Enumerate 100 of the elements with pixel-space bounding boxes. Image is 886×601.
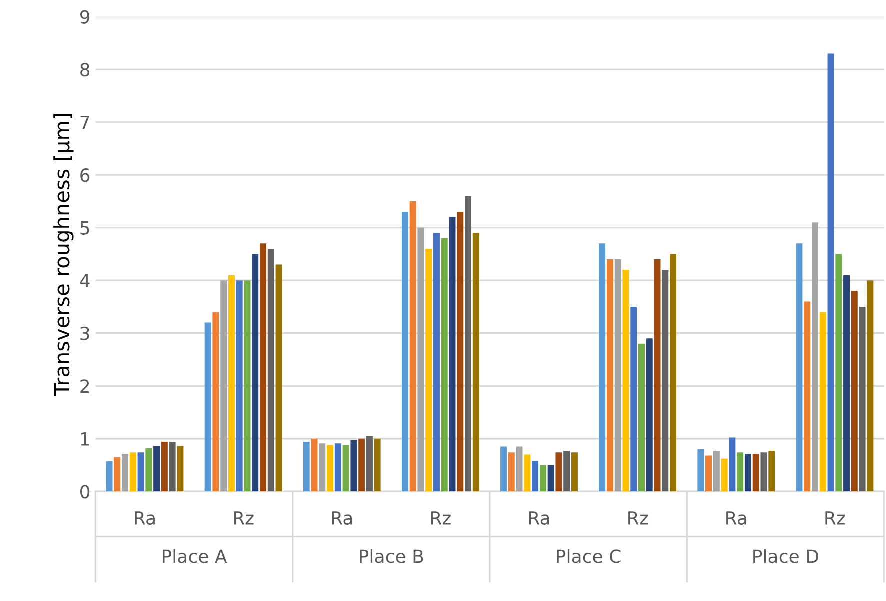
bar [721,458,728,492]
bar [358,438,366,492]
bar [851,291,858,492]
bar [146,448,152,492]
bar [599,244,606,492]
bar [465,196,472,492]
bar [698,449,704,492]
bar [342,445,350,492]
x-tick-label: Rz [826,512,846,525]
x-tick-label: Rz [431,512,451,525]
bar [311,438,318,492]
bar [252,254,259,492]
bar [713,450,720,492]
y-tick-label: 7 [80,116,90,130]
bar [836,254,842,492]
bar [508,452,515,492]
y-tick-label: 9 [80,10,90,24]
bar [334,444,342,492]
bar [472,233,480,492]
bar [244,280,251,492]
y-axis-title: Transverse roughness [µm] [54,114,74,396]
bar [122,454,128,492]
bar [114,457,121,492]
bar [828,54,834,492]
bar [516,446,523,492]
bar [500,446,507,492]
bar [418,228,424,492]
text: Place B [360,549,424,564]
y-tick-label: 8 [80,63,90,77]
bar [571,452,578,492]
bar [614,260,622,492]
bar [268,248,274,492]
x-tick-label: Rz [628,512,648,525]
text: Place A [162,549,228,564]
bar [319,444,326,492]
bar [204,322,212,492]
bar [130,452,136,492]
y-tick-label: 5 [80,222,90,235]
bar [630,306,638,492]
bar [638,344,645,492]
bar [540,465,546,492]
bar [449,217,456,492]
x-tick-label: Ra [332,512,352,526]
bar [228,275,235,492]
bar [622,270,630,492]
bar [426,248,432,492]
bar [434,233,440,492]
bar [804,302,811,492]
bar [524,454,531,492]
x-tick-label: Ra [726,512,746,526]
bar [820,312,826,492]
x-tick-label: Ra [135,512,155,526]
bar [303,442,310,492]
bar [106,462,113,492]
bar [236,280,243,492]
bar [457,212,464,492]
x-tick-label: Ra [529,512,550,526]
bar [859,306,866,492]
bar [169,442,176,492]
bar [441,238,448,492]
bar [729,438,736,492]
bar [760,452,768,492]
bar [212,312,220,492]
bar [260,244,266,492]
bar [327,445,334,492]
bar [556,452,562,492]
bar [532,461,539,492]
bar [366,436,373,492]
bar [564,450,570,492]
bar [737,452,744,492]
bar [812,222,818,492]
bar [844,275,850,492]
bar [138,452,144,492]
bar [744,454,752,492]
y-tick-label: 4 [80,274,90,288]
bar [177,446,184,492]
y-tick-label: 0 [80,485,90,499]
bar [768,450,776,492]
bar [706,456,712,492]
text: Place D [754,549,818,564]
bar [606,260,614,492]
bar [350,440,358,492]
bar [276,264,282,492]
bar [670,254,677,492]
bar [402,212,408,492]
x-tick-label: Rz [234,512,254,525]
y-tick-label: 6 [80,168,90,182]
y-tick-label: 1 [81,432,90,446]
bar [374,438,381,492]
bar [796,244,803,492]
y-tick-label: 2 [80,380,90,393]
bar [220,280,228,492]
text: Place C [557,549,621,564]
bar [752,454,760,492]
y-tick-label: 3 [80,326,90,340]
bar [646,338,653,492]
bar [662,270,669,492]
bar [867,280,874,492]
bar [548,465,554,492]
bar [161,442,168,492]
